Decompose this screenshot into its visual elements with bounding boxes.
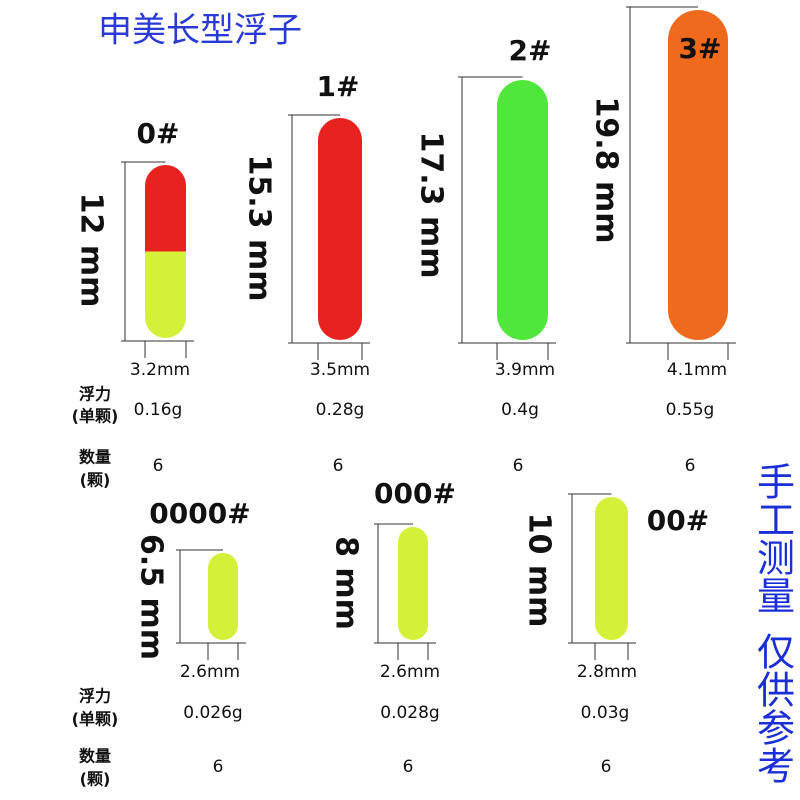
- row-label: 浮力: [79, 687, 111, 706]
- float-name: 00#: [647, 504, 709, 537]
- title: 申美长型浮子: [98, 11, 302, 51]
- float-body: [497, 80, 548, 340]
- quantity-value: 6: [213, 757, 224, 777]
- length-label: 8 mm: [329, 536, 364, 630]
- float-body: [398, 527, 428, 640]
- quantity-value: 6: [403, 757, 414, 777]
- width-label: 3.9mm: [495, 360, 555, 380]
- quantity-value: 6: [601, 757, 612, 777]
- buoyancy-value: 0.026g: [183, 703, 242, 723]
- note: 手工测量: [751, 462, 795, 614]
- float-item: 1# 15.3 mm 3.5mm 0.28g 6: [242, 70, 371, 476]
- width-label: 2.8mm: [577, 662, 637, 682]
- width-label: 4.1mm: [667, 360, 727, 380]
- row-label: 浮力: [79, 385, 111, 404]
- buoyancy-value: 0.55g: [666, 400, 715, 420]
- float-item: 000# 8 mm 2.6mm 0.028g 6: [329, 477, 456, 777]
- buoyancy-value: 0.4g: [501, 400, 539, 420]
- float-item: 2# 17.3 mm 3.9mm 0.4g 6: [414, 34, 556, 476]
- float-name: 000#: [374, 477, 456, 510]
- row-label: 数量: [79, 747, 111, 766]
- quantity-value: 6: [153, 456, 164, 476]
- length-label: 17.3 mm: [414, 132, 449, 279]
- float-name: 0#: [137, 117, 180, 150]
- buoyancy-value: 0.028g: [380, 703, 439, 723]
- row-label: (单颗): [72, 407, 119, 426]
- float-name: 1#: [317, 70, 360, 103]
- buoyancy-value: 0.16g: [134, 400, 183, 420]
- quantity-value: 6: [513, 456, 524, 476]
- length-label: 6.5 mm: [134, 534, 169, 660]
- float-item: 0# 12 mm 3.2mm 0.16g 6: [74, 117, 194, 476]
- buoyancy-value: 0.28g: [316, 400, 365, 420]
- width-label: 2.6mm: [380, 662, 440, 682]
- float-body: [595, 497, 628, 640]
- width-label: 2.6mm: [180, 662, 240, 682]
- float-body: [145, 251, 186, 338]
- length-label: 15.3 mm: [242, 155, 277, 302]
- row-label: 数量: [79, 448, 111, 467]
- float-item: 0000# 6.5 mm 2.6mm 0.026g 6: [134, 497, 251, 777]
- quantity-value: 6: [333, 456, 344, 476]
- float-body: [208, 553, 238, 640]
- width-label: 3.5mm: [310, 360, 370, 380]
- note: 仅供参考: [751, 632, 795, 784]
- float-name: 0000#: [149, 497, 250, 530]
- length-label: 19.8 mm: [589, 97, 624, 244]
- row-label: (颗): [80, 471, 111, 490]
- length-label: 12 mm: [74, 193, 109, 308]
- length-label: 10 mm: [522, 513, 557, 628]
- row-label: (颗): [80, 770, 111, 789]
- buoyancy-value: 0.03g: [581, 703, 630, 723]
- quantity-value: 6: [685, 456, 696, 476]
- row-label: (单颗): [72, 710, 119, 729]
- float-name: 3#: [679, 32, 722, 65]
- float-body: [668, 10, 728, 340]
- float-name: 2#: [509, 34, 552, 67]
- float-body: [145, 165, 186, 253]
- float-item: 00# 10 mm 2.8mm 0.03g 6: [522, 493, 709, 777]
- float-item: 3# 19.8 mm 4.1mm 0.55g 6: [589, 6, 736, 476]
- width-label: 3.2mm: [130, 360, 190, 380]
- float-body: [318, 118, 362, 340]
